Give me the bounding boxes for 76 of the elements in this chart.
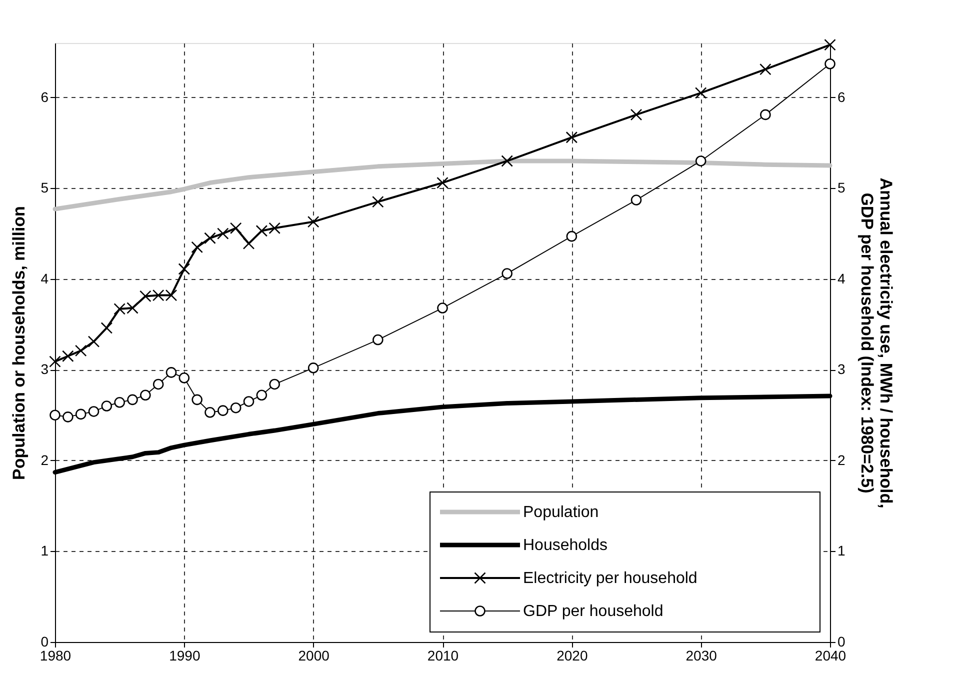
point [127, 394, 138, 406]
y2-tick-label: 3 [838, 361, 846, 378]
x-tick-label: 2040 [814, 648, 846, 664]
point [88, 406, 100, 417]
point [566, 131, 578, 144]
legend-label: Electricity per household [523, 570, 698, 587]
point [437, 302, 448, 314]
point [230, 222, 242, 234]
point [192, 394, 202, 406]
point [166, 367, 177, 378]
x-tick-label: 2030 [686, 648, 718, 664]
point [62, 350, 74, 362]
point [49, 356, 61, 368]
point [268, 222, 280, 234]
y-tick-label: 3 [40, 361, 49, 378]
legend-label: GDP per household [523, 603, 664, 620]
point [50, 410, 60, 420]
y-tick-label: 5 [40, 180, 49, 196]
point [372, 196, 384, 208]
point [308, 362, 319, 374]
x-tick-label: 2010 [427, 648, 459, 664]
point [204, 232, 216, 244]
point [217, 228, 229, 240]
point [101, 400, 112, 412]
legend-label: Households [523, 537, 608, 554]
point [436, 176, 448, 189]
point [630, 108, 642, 121]
y-tick-label: 2 [40, 452, 49, 468]
point [307, 216, 320, 228]
point [88, 336, 100, 348]
point [114, 397, 125, 408]
x-tick-label: 1980 [40, 648, 72, 664]
point [824, 38, 836, 51]
point [630, 194, 642, 206]
point [256, 390, 268, 401]
y2-tick-label: 5 [838, 180, 846, 196]
y-tick-label: 6 [40, 88, 49, 105]
y2-tick-label: 0 [838, 634, 846, 650]
y2-axis-title: Annual electricity use, MWh / household, GDP per household (Index: 1980=2.5) [857, 178, 896, 508]
point [502, 268, 512, 279]
point [269, 378, 280, 390]
point [218, 405, 228, 416]
point [62, 412, 74, 422]
y2-tick-label: 1 [838, 542, 846, 559]
point [501, 155, 513, 167]
point [75, 408, 86, 420]
point [178, 372, 190, 384]
point [695, 156, 706, 166]
x-tick-label: 1990 [169, 648, 200, 664]
y2-tick-label: 2 [838, 452, 846, 468]
x-tick-label: 2000 [298, 648, 330, 664]
point [242, 238, 255, 250]
point [204, 407, 216, 418]
y-tick-label: 1 [40, 542, 49, 559]
point [566, 230, 578, 242]
point [178, 263, 190, 275]
x-tick-label: 2020 [556, 648, 588, 664]
y-axis-title: Population or households, million [10, 206, 29, 480]
point [760, 63, 772, 76]
point [140, 390, 151, 401]
point [372, 334, 384, 346]
legend-label: Population [523, 504, 599, 521]
point [824, 58, 836, 70]
point [100, 322, 113, 334]
y-tick-label: 4 [40, 270, 49, 286]
point [243, 396, 254, 407]
y-tick-label: 0 [40, 634, 49, 650]
point [152, 378, 164, 390]
y2-tick-label: 6 [838, 88, 846, 105]
point [74, 344, 87, 357]
point [694, 87, 707, 99]
point [230, 402, 242, 414]
point [760, 109, 771, 120]
y2-tick-label: 4 [838, 270, 846, 286]
point [191, 241, 203, 254]
point [256, 224, 268, 237]
